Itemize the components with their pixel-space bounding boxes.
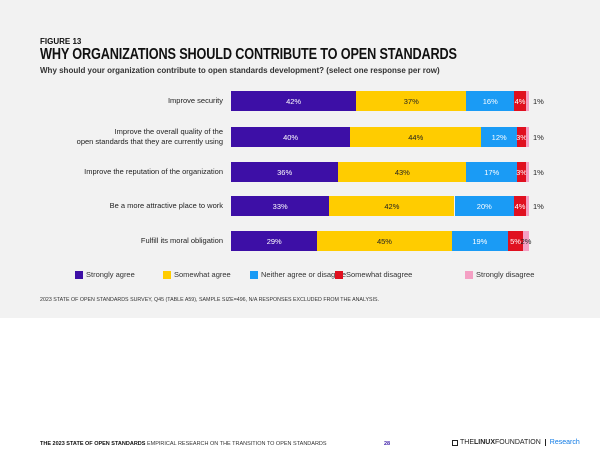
data-label: 1% (533, 202, 544, 211)
category-label: Be a more attractive place to work (110, 201, 223, 211)
legend-item: Strongly agree (75, 270, 135, 279)
category-label: Improve the reputation of the organizati… (84, 167, 223, 177)
bar-segment: 5% (508, 231, 524, 251)
category-label: Improve the overall quality of the open s… (77, 127, 223, 147)
category-label-line: Improve the reputation of the organizati… (84, 167, 223, 176)
bar-segment: 40% (231, 127, 351, 147)
page-number: 28 (384, 441, 391, 447)
bar-segment: 42% (231, 91, 357, 111)
data-label: 1% (533, 133, 544, 142)
data-label: 1% (533, 97, 544, 106)
legend-swatch (75, 270, 83, 279)
logo-research: Research (544, 439, 580, 446)
legend-item: Neither agree or disagree (250, 270, 346, 279)
bar-segment: 3% (516, 162, 527, 182)
bar-segment: 4% (514, 91, 526, 111)
category-label-line: open standards that they are currently u… (76, 137, 223, 146)
category-label-line: Improve security (167, 96, 223, 105)
bar-segment: 37% (356, 91, 467, 111)
legend-label: Neither agree or disagree (261, 270, 347, 279)
category-label-line: Fulfill its moral obligation (140, 236, 223, 245)
bar-segment: 36% (231, 162, 339, 182)
data-label: 20% (476, 201, 492, 211)
data-label: 4% (514, 201, 526, 211)
category-label: Fulfill its moral obligation (141, 236, 223, 246)
data-label: 43% (394, 167, 410, 177)
bar-segment: 29% (231, 231, 318, 251)
source-note: 2023 STATE OF OPEN STANDARDS SURVEY, Q45… (40, 297, 380, 303)
data-label: 37% (403, 96, 419, 106)
bar-segment: 17% (466, 162, 518, 182)
data-label: 19% (472, 236, 488, 246)
bar-segment: 12% (481, 127, 518, 147)
logo-square-icon (452, 439, 458, 446)
bar-segment (526, 196, 529, 216)
bar-segment (526, 91, 529, 111)
data-label: 29% (266, 236, 282, 246)
legend-swatch (250, 270, 258, 279)
bar-segment: 43% (338, 162, 467, 182)
logo-the: THE (460, 439, 474, 446)
legend-swatch (163, 270, 171, 279)
data-label: 40% (283, 132, 299, 142)
chart-subtitle: Why should your organization contribute … (40, 66, 440, 75)
data-label: 44% (408, 132, 424, 142)
figure-panel (0, 0, 600, 318)
chart-title: WHY ORGANIZATIONS SHOULD CONTRIBUTE TO O… (40, 46, 457, 63)
bar-segment: 16% (466, 91, 515, 111)
logo-linux: LINUX (474, 439, 495, 446)
bar-segment: 33% (231, 196, 330, 216)
data-label: 42% (286, 96, 302, 106)
legend-label: Strongly disagree (476, 270, 535, 279)
data-label: 3% (516, 167, 527, 177)
category-label-line: Improve the overall quality of the (114, 127, 223, 136)
figure-label: FIGURE 13 (40, 37, 82, 46)
data-label: 12% (491, 132, 507, 142)
bar-segment: 44% (350, 127, 482, 147)
data-label: 33% (272, 201, 288, 211)
bar-segment: 19% (451, 231, 509, 251)
data-label: 2% (520, 236, 532, 246)
linux-foundation-logo: THE LINUX FOUNDATION Research (452, 439, 580, 446)
legend-swatch (465, 270, 473, 279)
legend-label: Somewhat disagree (346, 270, 413, 279)
bar-segment: 3% (516, 127, 527, 147)
data-label: 42% (384, 201, 400, 211)
category-label-line: Be a more attractive place to work (109, 201, 223, 210)
bar-segment: 20% (454, 196, 515, 216)
data-label: 17% (484, 167, 500, 177)
bar-segment: 45% (317, 231, 452, 251)
legend-item: Somewhat disagree (335, 270, 412, 279)
footer-bold: THE 2023 STATE OF OPEN STANDARDS (40, 441, 146, 447)
bar-segment (526, 127, 529, 147)
footer-title: THE 2023 STATE OF OPEN STANDARDS EMPIRIC… (40, 441, 327, 447)
bar-segment: 2% (520, 231, 532, 251)
legend-label: Somewhat agree (174, 270, 231, 279)
data-label: 45% (376, 236, 392, 246)
legend-item: Strongly disagree (465, 270, 534, 279)
data-label: 36% (277, 167, 293, 177)
bar-segment: 4% (514, 196, 526, 216)
legend-item: Somewhat agree (163, 270, 231, 279)
data-label: 16% (482, 96, 498, 106)
data-label: 4% (514, 96, 526, 106)
category-label: Improve security (168, 96, 223, 106)
legend-swatch (335, 270, 343, 279)
legend-label: Strongly agree (86, 270, 135, 279)
bar-segment: 42% (329, 196, 455, 216)
data-label: 1% (533, 168, 544, 177)
logo-foundation: FOUNDATION (495, 439, 541, 446)
bar-segment (526, 162, 529, 182)
data-label: 5% (510, 236, 521, 246)
footer-rest: EMPIRICAL RESEARCH ON THE TRANSITION TO … (146, 441, 327, 447)
data-label: 3% (516, 132, 527, 142)
